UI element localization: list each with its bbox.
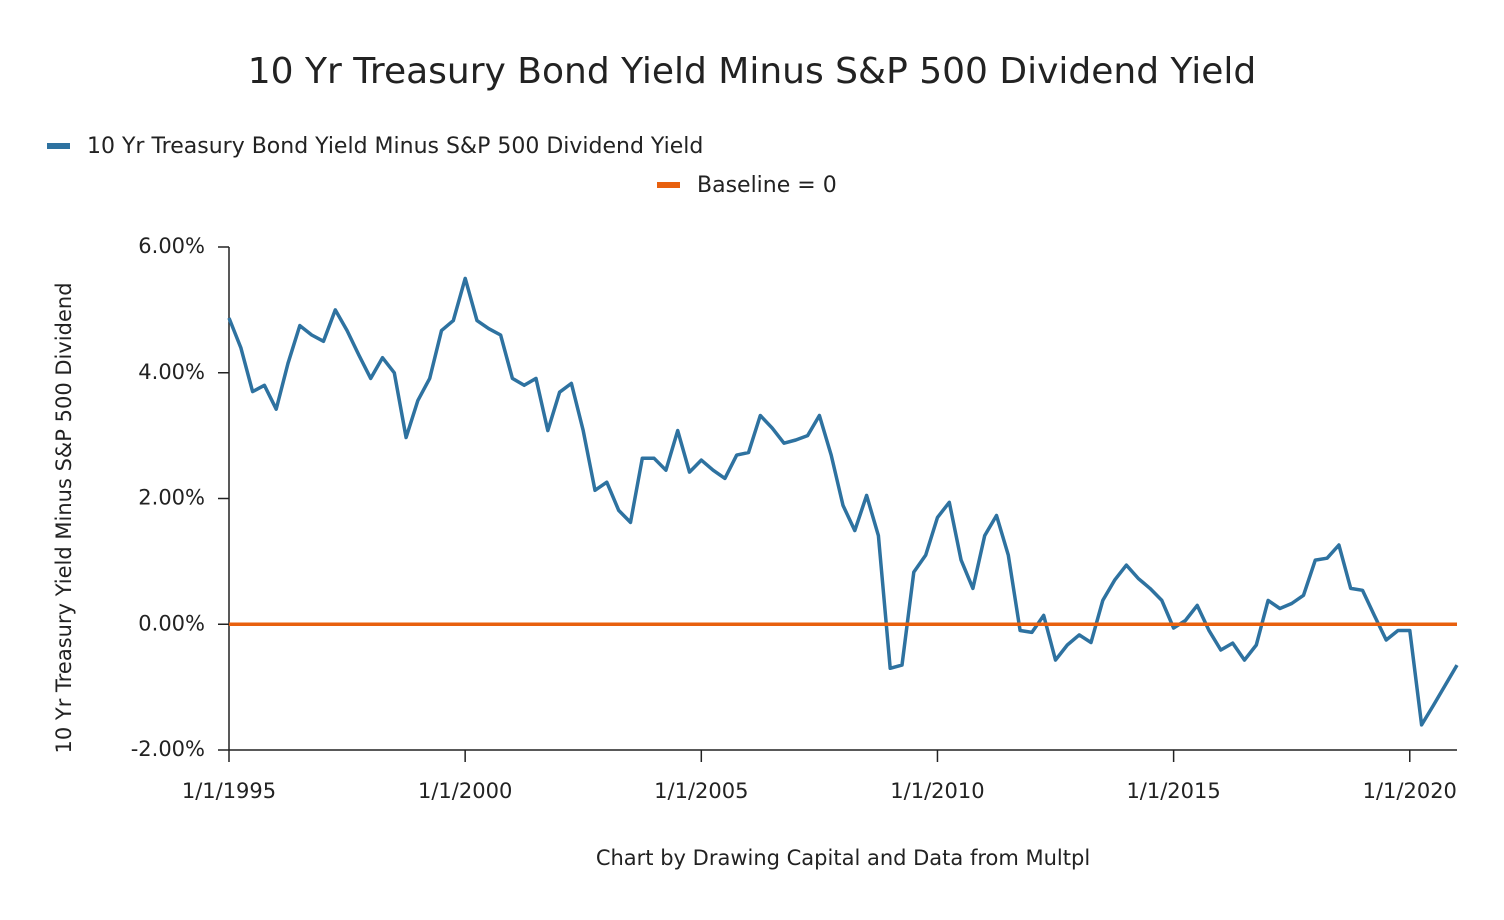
x-tick-label: 1/1/2000 (418, 779, 512, 803)
x-tick-label: 1/1/2020 (1363, 779, 1457, 803)
x-tick-label: 1/1/2005 (654, 779, 748, 803)
y-tick-label: -2.00% (131, 737, 205, 761)
x-tick-label: 1/1/2010 (890, 779, 984, 803)
legend-label: 10 Yr Treasury Bond Yield Minus S&P 500 … (87, 134, 703, 159)
footnote: Chart by Drawing Capital and Data from M… (596, 846, 1090, 870)
x-tick-label: 1/1/1995 (182, 779, 276, 803)
y-axis-label: 10 Yr Treasury Yield Minus S&P 500 Divid… (52, 282, 76, 753)
chart-title: 10 Yr Treasury Bond Yield Minus S&P 500 … (248, 51, 1257, 92)
y-tick-label: 0.00% (138, 611, 205, 635)
legend-label: Baseline = 0 (697, 173, 837, 198)
y-tick-label: 6.00% (138, 234, 205, 258)
series-line (227, 276, 1459, 727)
y-tick-label: 2.00% (138, 486, 205, 510)
y-tick-label: 4.00% (138, 360, 205, 384)
x-tick-label: 1/1/2015 (1126, 779, 1220, 803)
